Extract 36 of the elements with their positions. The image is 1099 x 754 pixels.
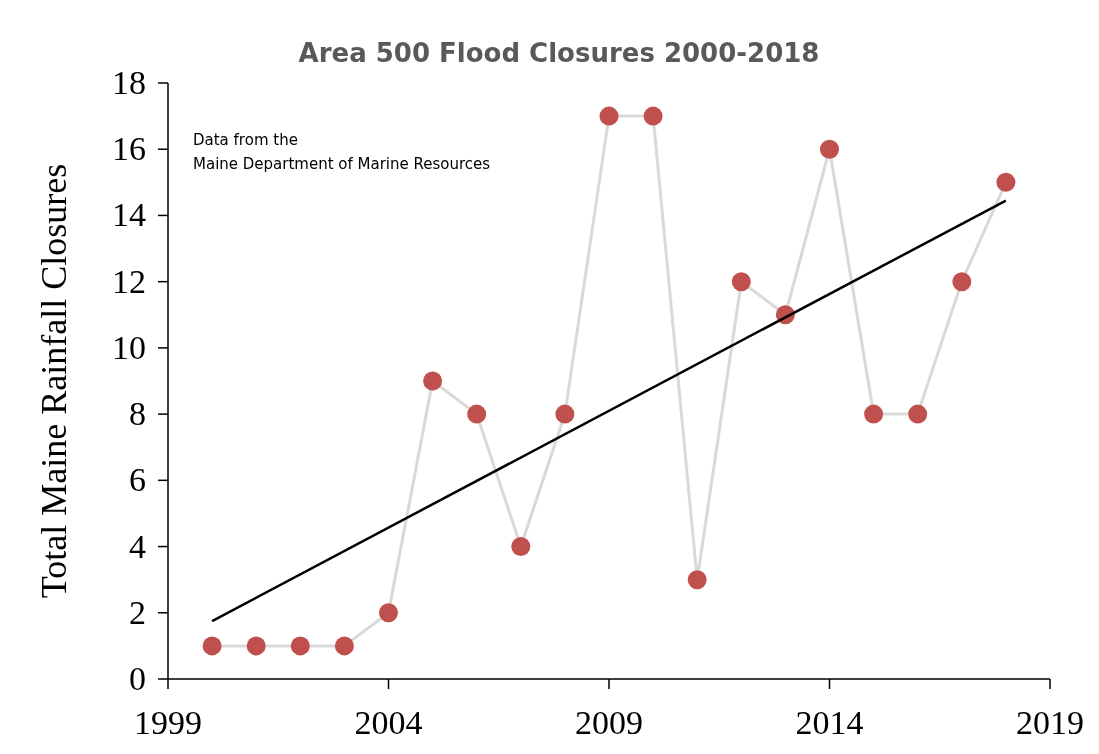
point bbox=[511, 537, 531, 557]
point bbox=[202, 636, 222, 656]
y-tick-label: 12 bbox=[112, 262, 146, 300]
point bbox=[334, 636, 354, 656]
point bbox=[908, 404, 928, 424]
x-tick-label: 2019 bbox=[1016, 704, 1084, 741]
y-tick-label: 10 bbox=[112, 328, 146, 366]
y-tick-label: 4 bbox=[129, 527, 146, 565]
point bbox=[246, 636, 266, 656]
point bbox=[599, 106, 619, 126]
x-tick-label: 1999 bbox=[134, 704, 202, 741]
y-tick-label: 18 bbox=[112, 64, 146, 101]
y-tick-label: 14 bbox=[112, 196, 146, 234]
point bbox=[290, 636, 310, 656]
y-tick-label: 6 bbox=[129, 461, 146, 499]
point bbox=[952, 272, 972, 292]
point bbox=[864, 404, 884, 424]
chart-title: Area 500 Flood Closures 2000-2018 bbox=[298, 38, 820, 68]
point bbox=[731, 272, 751, 292]
point bbox=[820, 139, 839, 159]
point bbox=[423, 371, 443, 391]
point bbox=[643, 106, 663, 126]
annotation: Data from the Maine Department of Marine Resources bbox=[193, 131, 491, 173]
x-tick-label: 2004 bbox=[354, 704, 423, 741]
point bbox=[467, 404, 487, 424]
x-tick-label: 2009 bbox=[575, 704, 643, 741]
y-tick-label: 8 bbox=[129, 395, 146, 433]
point bbox=[996, 172, 1016, 192]
y-tick-label: 2 bbox=[129, 593, 146, 631]
y-tick-label: 16 bbox=[112, 130, 146, 168]
point bbox=[379, 603, 398, 623]
point bbox=[555, 404, 575, 424]
point bbox=[687, 570, 707, 590]
y-axis-title: Total Maine Rainfall Closures bbox=[34, 163, 74, 599]
y-tick-label: 0 bbox=[129, 660, 146, 697]
x-tick-label: 2014 bbox=[795, 704, 864, 741]
